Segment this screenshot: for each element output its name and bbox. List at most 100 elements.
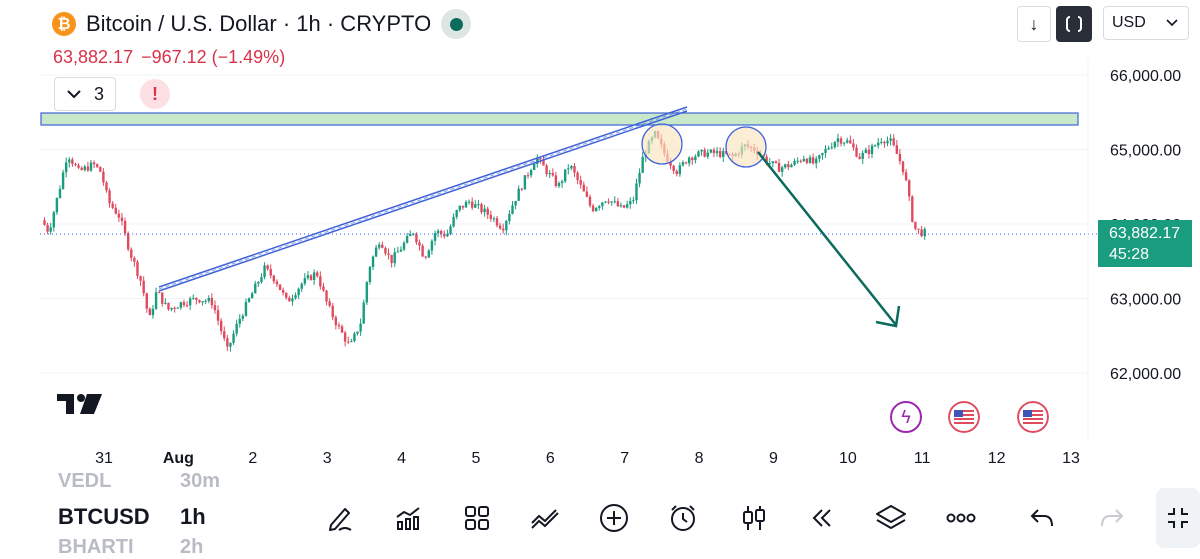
layers-icon [876, 505, 906, 529]
candle [619, 202, 623, 208]
candle [446, 229, 449, 237]
candle [632, 196, 635, 204]
candle [529, 168, 533, 178]
candle [89, 160, 93, 172]
candle [61, 169, 65, 190]
add-button[interactable] [594, 498, 634, 538]
candle [170, 307, 173, 312]
candle [718, 147, 722, 159]
replay-button[interactable] [802, 498, 842, 538]
time-tick-label: 11 [914, 450, 931, 467]
symbol-next[interactable]: BHARTI [58, 536, 134, 558]
top-marker-circle[interactable] [641, 123, 683, 165]
us-flag-event-icon[interactable] [1017, 401, 1049, 433]
layout-button[interactable] [457, 498, 497, 538]
candle [691, 156, 694, 166]
candle [703, 147, 706, 158]
last-price: 63,882.17 [53, 47, 134, 67]
time-axis[interactable]: 31 Aug 2 3 4 5 6 7 8 9 10 11 12 13 [95, 450, 1080, 467]
candle [774, 160, 778, 164]
more-button[interactable] [941, 498, 981, 538]
bar-countdown: 45:28 [1109, 246, 1150, 263]
interval-current[interactable]: 1h [180, 504, 206, 529]
candle [486, 206, 489, 219]
indicators-button[interactable] [388, 498, 428, 538]
chart-grid [40, 74, 1088, 374]
candle [821, 152, 824, 160]
chart-style-button[interactable] [525, 498, 565, 538]
time-tick-label: 12 [988, 450, 1006, 467]
candle [570, 164, 573, 171]
candle [213, 300, 217, 314]
time-tick-label: 13 [1062, 450, 1080, 467]
candle [638, 168, 641, 188]
us-flag-event-icon[interactable] [948, 401, 980, 433]
candle [356, 331, 359, 336]
undo-button[interactable] [1022, 498, 1062, 538]
indicators-icon [396, 507, 420, 530]
chart-type-button[interactable] [734, 498, 774, 538]
market-status-icon[interactable] [441, 9, 472, 39]
price-chart[interactable]: 66,000.0065,000.0064,000.0063,000.0062,0… [0, 0, 1200, 478]
candle [145, 292, 148, 313]
candle [105, 180, 108, 193]
drawing-tool-button[interactable] [320, 498, 360, 538]
rising-trendline[interactable] [158, 106, 688, 292]
candle [681, 160, 685, 167]
candle [675, 169, 678, 177]
layers-button[interactable] [871, 498, 911, 538]
candle [573, 163, 576, 177]
candle [254, 280, 257, 294]
candle [858, 153, 861, 160]
tradingview-logo-icon[interactable] [57, 392, 103, 416]
resistance-zone[interactable] [40, 112, 1079, 126]
candle [895, 140, 899, 154]
candle [424, 255, 427, 260]
candle [849, 135, 852, 144]
candle [201, 301, 204, 306]
candle [123, 217, 127, 237]
candle [99, 166, 102, 172]
candle [880, 137, 883, 145]
indicators-collapse-button[interactable]: 3 [54, 77, 116, 111]
time-tick-label: 6 [546, 450, 555, 467]
redo-button[interactable] [1092, 498, 1132, 538]
candle [576, 171, 579, 185]
candle [114, 203, 117, 215]
candle [322, 282, 325, 292]
candle [483, 205, 486, 217]
symbol-prev[interactable]: VEDL [58, 470, 112, 492]
candle [455, 209, 458, 220]
down-arrow-projection[interactable] [757, 151, 901, 328]
alert-icon[interactable]: ! [140, 79, 170, 109]
candle [182, 299, 186, 308]
download-button[interactable]: ↓ [1017, 6, 1051, 42]
fullscreen-button[interactable] [1056, 6, 1092, 42]
time-tick-label: 4 [397, 450, 406, 467]
candle [613, 196, 616, 204]
time-tick-label: 3 [323, 450, 332, 467]
symbol-title[interactable]: Bitcoin / U.S. Dollar · 1h · CRYPTO [86, 11, 432, 36]
alert-button[interactable] [663, 498, 703, 538]
candle [120, 212, 124, 226]
candle [306, 271, 310, 281]
candle [560, 179, 564, 188]
candle [489, 210, 492, 222]
interval-next[interactable]: 2h [180, 536, 204, 558]
candle [266, 264, 269, 271]
top-marker-circle[interactable] [725, 126, 767, 168]
candle [796, 157, 799, 164]
candle [74, 162, 77, 167]
currency-select[interactable]: USD [1103, 6, 1189, 40]
candle [793, 158, 796, 167]
symbol-header[interactable]: ₿ Bitcoin / U.S. Dollar · 1h · CRYPTO [52, 9, 472, 39]
lightning-event-icon[interactable]: ϟ [890, 401, 922, 433]
candle [325, 289, 328, 306]
candle [374, 244, 378, 258]
symbol-current[interactable]: BTCUSD [58, 504, 150, 529]
candle [917, 228, 920, 235]
interval-prev[interactable]: 30m [180, 470, 221, 492]
candle [43, 217, 46, 226]
candle [300, 282, 303, 293]
exit-fullscreen-button[interactable] [1156, 488, 1200, 548]
